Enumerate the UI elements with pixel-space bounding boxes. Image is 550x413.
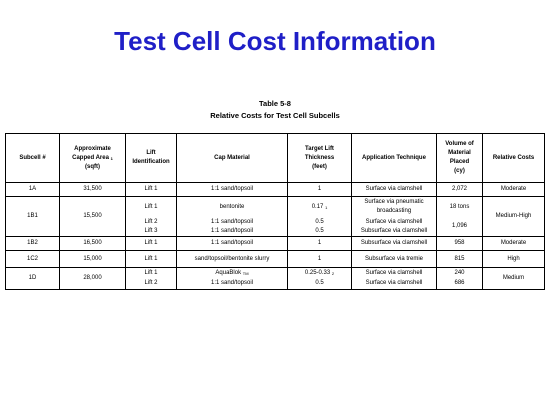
cell-lift: Lift 1 xyxy=(125,196,177,218)
header-technique: Application Technique xyxy=(351,133,437,183)
table-row: 1B1 15,500 Lift 1 bentonite 0.17 1 Surfa… xyxy=(5,196,545,237)
cell-thickness: 0.5 xyxy=(287,278,352,290)
cell-thickness: 0.5 xyxy=(287,226,352,237)
cell-technique: Surface via clamshell xyxy=(351,278,437,290)
cell-thickness: 1 xyxy=(287,236,352,251)
cell-cost: Medium xyxy=(482,267,545,290)
cell-thickness: 0.17 1 xyxy=(287,196,352,218)
header-relative-costs: Relative Costs xyxy=(482,133,545,183)
table-row: 1D 28,000 Lift 1 AquaBlok TM 0.25-0.33 2… xyxy=(5,267,545,290)
cell-volume: 240 xyxy=(436,267,483,279)
cell-lift: Lift 1 xyxy=(125,250,177,268)
cell-area: 15,500 xyxy=(59,196,126,237)
slide-title: Test Cell Cost Information xyxy=(114,26,436,56)
cell-material: AquaBlok TM xyxy=(176,267,288,279)
cost-table: Subcell # Approximate Capped Area 1 (sqf… xyxy=(5,133,545,290)
cell-technique: Subsurface via clamshell xyxy=(351,226,437,237)
cell-area: 28,000 xyxy=(59,267,126,290)
cell-thickness: 1 xyxy=(287,250,352,268)
cell-material: 1:1 sand/topsoil xyxy=(176,278,288,290)
table-number: Table 5-8 xyxy=(259,99,291,108)
cell-cost: Moderate xyxy=(482,182,545,197)
cell-technique: Subsurface via tremie xyxy=(351,250,437,268)
cell-subcell: 1C2 xyxy=(5,250,60,268)
cell-volume: 2,072 xyxy=(436,182,483,197)
table-row: 1C2 15,000 Lift 1 sand/topsoil/bentonite… xyxy=(5,250,545,268)
cell-subcell: 1A xyxy=(5,182,60,197)
cell-material: 1:1 sand/topsoil xyxy=(176,217,288,227)
cell-lift: Lift 1 xyxy=(125,182,177,197)
cell-cost: Moderate xyxy=(482,236,545,251)
header-row: Subcell # Approximate Capped Area 1 (sqf… xyxy=(5,133,545,183)
cell-technique: Surface via clamshell xyxy=(351,267,437,279)
cell-area: 15,000 xyxy=(59,250,126,268)
table-title: Relative Costs for Test Cell Subcells xyxy=(210,111,340,120)
cell-lift: Lift 2 xyxy=(125,278,177,290)
cell-area: 16,500 xyxy=(59,236,126,251)
cell-volume: 815 xyxy=(436,250,483,268)
cell-material: bentonite xyxy=(176,196,288,218)
cell-material: sand/topsoil/bentonite slurry xyxy=(176,250,288,268)
table-row: 1A 31,500 Lift 1 1:1 sand/topsoil 1 Surf… xyxy=(5,182,545,197)
cell-subcell: 1D xyxy=(5,267,60,290)
cell-thickness: 1 xyxy=(287,182,352,197)
table-row: Lift 2 1:1 sand/topsoil 0.5 Surface via … xyxy=(6,278,545,290)
cell-thickness: 0.25-0.33 2 xyxy=(287,267,352,279)
cell-material: 1:1 sand/topsoil xyxy=(176,182,288,197)
cell-cost: High xyxy=(482,250,545,268)
header-subcell: Subcell # xyxy=(5,133,60,183)
cell-technique: Surface via clamshell xyxy=(351,217,437,227)
cell-thickness: 0.5 xyxy=(287,217,352,227)
table-row: Lift 2 1:1 sand/topsoil 0.5 Surface via … xyxy=(6,217,545,237)
header-volume: Volume of Material Placed (cy) xyxy=(436,133,483,183)
header-cap-material: Cap Material xyxy=(176,133,288,183)
table-row: 1B2 16,500 Lift 1 1:1 sand/topsoil 1 Sub… xyxy=(5,236,545,251)
cell-subcell: 1B2 xyxy=(5,236,60,251)
cell-technique: Surface via pneumatic broadcasting xyxy=(351,196,437,218)
header-lift-id: Lift Identification xyxy=(125,133,177,183)
cell-technique: Subsurface via clamshell xyxy=(351,236,437,251)
header-capped-area: Approximate Capped Area 1 (sqft) xyxy=(59,133,126,183)
cell-volume: 686 xyxy=(436,278,483,290)
cell-lift: Lift 1 xyxy=(125,267,177,279)
cell-material: 1:1 sand/topsoil xyxy=(176,236,288,251)
cell-lift: Lift 3 xyxy=(125,226,177,237)
cell-lift: Lift 2 xyxy=(125,217,177,227)
cell-material: 1:1 sand/topsoil xyxy=(176,226,288,237)
cell-lift: Lift 1 xyxy=(125,236,177,251)
cell-subcell: 1B1 xyxy=(5,196,60,237)
cell-technique: Surface via clamshell xyxy=(351,182,437,197)
cell-volume: 1,096 xyxy=(436,217,483,237)
table-row: Lift 3 1:1 sand/topsoil 0.5 Subsurface v… xyxy=(6,226,545,237)
header-lift-thickness: Target Lift Thickness (feet) xyxy=(287,133,352,183)
cell-area: 31,500 xyxy=(59,182,126,197)
cell-volume: 18 tons xyxy=(436,196,483,218)
cell-cost: Medium-High xyxy=(482,196,545,237)
cell-volume: 958 xyxy=(436,236,483,251)
